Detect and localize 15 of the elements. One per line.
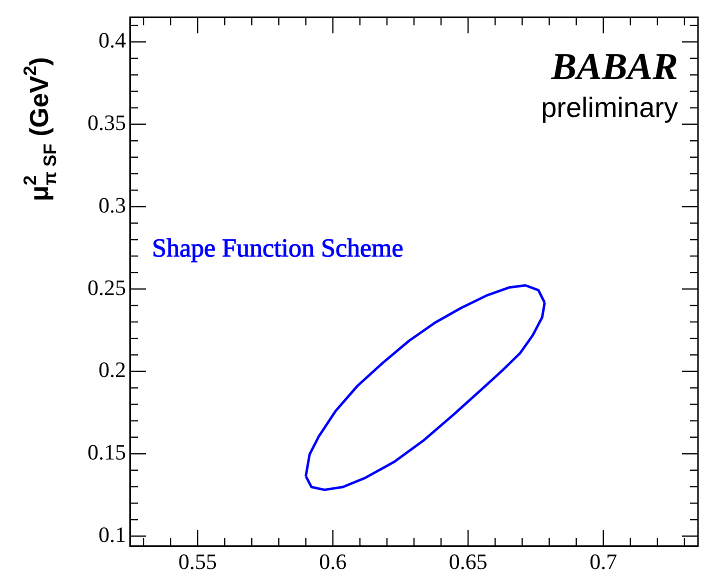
y-tick-label: 0.3 — [98, 192, 126, 218]
annotation: preliminary — [541, 92, 678, 123]
y-tick-label: 0.35 — [88, 110, 126, 136]
text: Shape Function Scheme — [152, 234, 404, 263]
y-tick-label: 0.25 — [88, 274, 126, 300]
x-tick-label: 0.6 — [319, 548, 347, 574]
y-tick-label: 0.15 — [88, 440, 126, 465]
x-tick-label: 0.65 — [448, 548, 488, 574]
y-axis-title: μ2π SF (GeV2) — [20, 57, 60, 202]
annotation: BABAR — [550, 46, 678, 88]
y-tick-label: 0.4 — [98, 28, 126, 53]
x-tick-label: 0.55 — [178, 548, 217, 574]
y-tick-label: 0.1 — [98, 522, 126, 547]
y-tick-label: 0.2 — [98, 357, 126, 382]
x-tick-label: 0.7 — [590, 548, 618, 574]
